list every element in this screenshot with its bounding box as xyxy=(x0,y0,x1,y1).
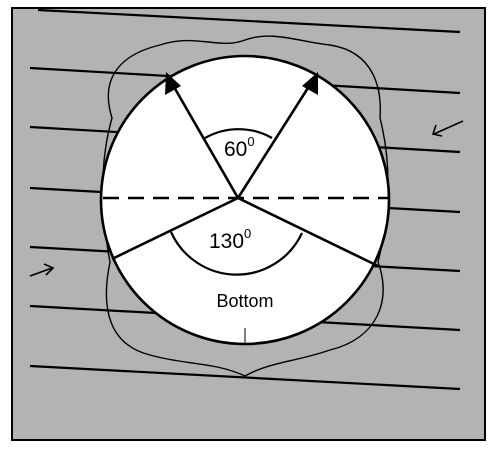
bottom-angle-degree: 0 xyxy=(244,226,251,241)
top-angle-arc xyxy=(204,128,273,139)
top-right-arrowhead xyxy=(302,72,318,95)
flow-arrow-right-in xyxy=(431,120,464,137)
outer-boundary-outline xyxy=(102,35,389,377)
top-angle-value: 60 xyxy=(224,138,247,161)
bottom-angle-arc xyxy=(169,231,303,276)
top-left-arrow-line xyxy=(168,79,240,199)
bottom-right-radius xyxy=(237,196,379,268)
bottom-label: Bottom xyxy=(216,291,273,311)
top-right-arrow-line xyxy=(236,79,315,199)
bottom-angle-label: 1300 xyxy=(209,226,251,253)
flow-arrow-left-in xyxy=(29,263,55,277)
top-angle-degree: 0 xyxy=(247,134,254,149)
top-left-arrowhead xyxy=(165,72,181,95)
stream-line xyxy=(37,8,461,34)
stream-line xyxy=(29,364,461,391)
bottom-left-radius xyxy=(111,196,239,261)
bottom-angle-value: 130 xyxy=(209,230,244,253)
top-angle-label: 600 xyxy=(224,134,255,161)
